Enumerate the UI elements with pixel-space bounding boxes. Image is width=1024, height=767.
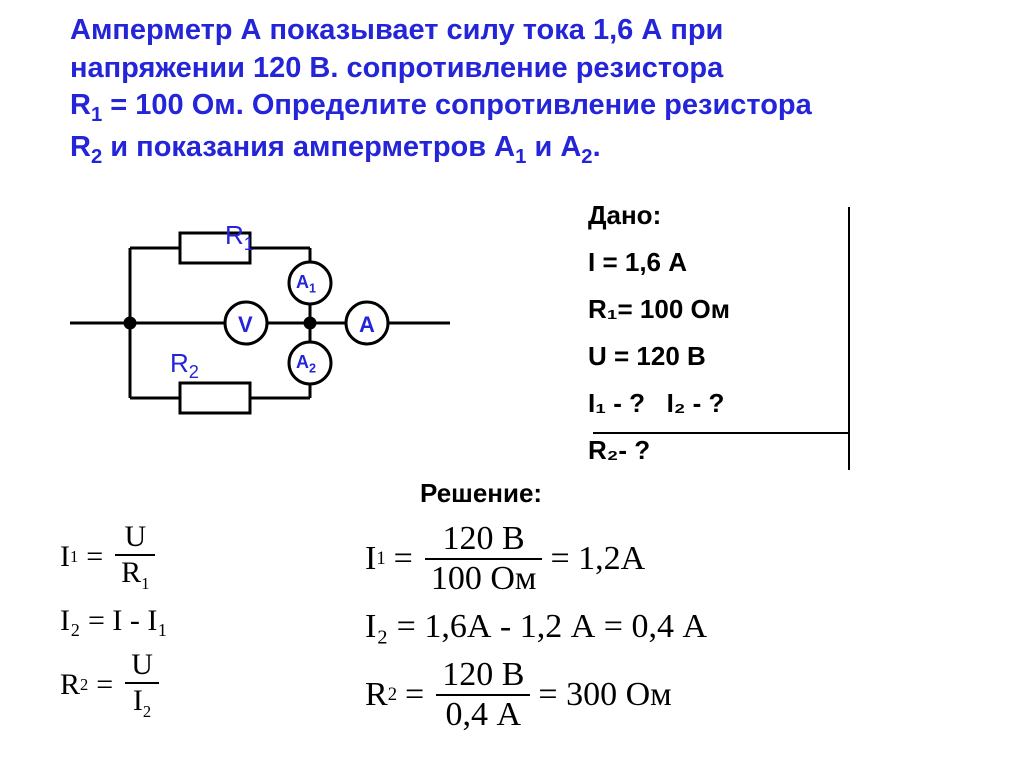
- f1-den: R1: [115, 554, 155, 594]
- solution-label: Решение:: [420, 478, 542, 509]
- c1-lhs: I: [365, 540, 376, 578]
- f1-den-sub: 1: [141, 574, 149, 593]
- title-line2: напряжении 120 В. сопротивление резистор…: [70, 52, 723, 84]
- given-q1b: I₂ - ?: [667, 388, 725, 418]
- title-line4-mid2: и А: [526, 131, 581, 163]
- c3-sub: 2: [388, 684, 397, 706]
- title-line3-mid: = 100 Ом. Определите сопротивление резис…: [102, 89, 812, 121]
- c1-eq: =: [394, 540, 413, 578]
- r2-text: R: [170, 348, 189, 378]
- c3-frac: 120 В 0,4 А: [436, 656, 530, 734]
- r1-text: R: [225, 220, 244, 250]
- f1-frac: U R1: [115, 520, 155, 594]
- title-line4-mid: и показания амперметров А: [102, 131, 515, 163]
- c3-den: 0,4 А: [436, 694, 530, 734]
- f1-lhs: I: [60, 540, 70, 574]
- formulas-numeric: I 1 = 120 В 100 Ом = 1,2А I₂ = 1,6А - 1,…: [365, 520, 707, 744]
- title-line4-end: .: [593, 131, 601, 163]
- c1-num: 120 В: [425, 520, 543, 558]
- c1-frac: 120 В 100 Ом: [425, 520, 543, 598]
- title-line4-prefix: R: [70, 131, 91, 163]
- calc-i2: I₂ = 1,6А - 1,2 А = 0,4 А: [365, 608, 707, 646]
- given-r1: R₁= 100 Ом: [588, 294, 730, 325]
- f1-sub: 1: [70, 547, 78, 567]
- title-line3-prefix: R: [70, 89, 91, 121]
- title-line4-sub3: 2: [581, 145, 592, 167]
- f3-den-sub: 2: [143, 702, 151, 721]
- f3-den: I2: [125, 682, 159, 722]
- f3-lhs: R: [60, 668, 80, 702]
- c1-sub: 1: [376, 548, 385, 570]
- title-line1: Амперметр А показывает силу тока 1,6 А п…: [70, 14, 723, 46]
- given-q1a: I₁ - ?: [588, 388, 645, 418]
- c3-res: = 300 Ом: [538, 676, 671, 714]
- calc-r2: R 2 = 120 В 0,4 А = 300 Ом: [365, 656, 707, 734]
- given-label: Дано:: [588, 200, 730, 231]
- formula-i1: I 1 = U R1: [60, 520, 168, 594]
- r2-sub: 2: [189, 362, 199, 382]
- ammeter-a2-label: A2: [296, 352, 316, 376]
- a2-sub: 2: [309, 362, 316, 376]
- ammeter-a1-label: A1: [296, 272, 316, 296]
- c3-eq: =: [405, 676, 424, 714]
- c3-num: 120 В: [436, 656, 530, 694]
- f1-num: U: [115, 520, 155, 554]
- given-q1: I₁ - ? I₂ - ?: [588, 388, 730, 419]
- title-line4-sub1: 2: [91, 145, 102, 167]
- f3-frac: U I2: [125, 648, 159, 722]
- a1-sub: 1: [309, 282, 316, 296]
- f3-num: U: [125, 648, 159, 682]
- f3-eq: =: [96, 668, 113, 702]
- c3-lhs: R: [365, 676, 388, 714]
- given-divider-vertical: [848, 207, 850, 470]
- a2-text: A: [296, 352, 309, 372]
- given-u: U = 120 В: [588, 341, 730, 372]
- f3-sub: 2: [80, 675, 88, 695]
- c1-res: = 1,2А: [550, 540, 645, 578]
- voltmeter-label: V: [238, 312, 253, 338]
- circuit-diagram: R1 R2 V A A1 A2: [70, 208, 450, 438]
- circuit-svg: [70, 208, 450, 438]
- resistor-r1-label: R1: [225, 220, 254, 255]
- given-i: I = 1,6 А: [588, 247, 730, 278]
- c1-den: 100 Ом: [425, 558, 543, 598]
- formula-i2: I₂ = I - I₁: [60, 604, 168, 638]
- r1-sub: 1: [244, 234, 254, 254]
- problem-title: Амперметр А показывает силу тока 1,6 А п…: [70, 12, 950, 170]
- given-q2: R₂- ?: [588, 435, 730, 466]
- f1-den-text: R: [121, 556, 141, 589]
- a1-text: A: [296, 272, 309, 292]
- title-line4-sub2: 1: [515, 145, 526, 167]
- calc-i1: I 1 = 120 В 100 Ом = 1,2А: [365, 520, 707, 598]
- f3-den-text: I: [133, 684, 143, 717]
- title-line3-sub: 1: [91, 104, 102, 126]
- resistor-r2-label: R2: [170, 348, 199, 383]
- f1-eq: =: [86, 540, 103, 574]
- given-divider-horizontal: [593, 432, 848, 434]
- ammeter-a-label: A: [359, 312, 375, 338]
- formulas-symbolic: I 1 = U R1 I₂ = I - I₁ R 2 = U I2: [60, 520, 168, 732]
- given-block: Дано: I = 1,6 А R₁= 100 Ом U = 120 В I₁ …: [588, 200, 730, 482]
- formula-r2: R 2 = U I2: [60, 648, 168, 722]
